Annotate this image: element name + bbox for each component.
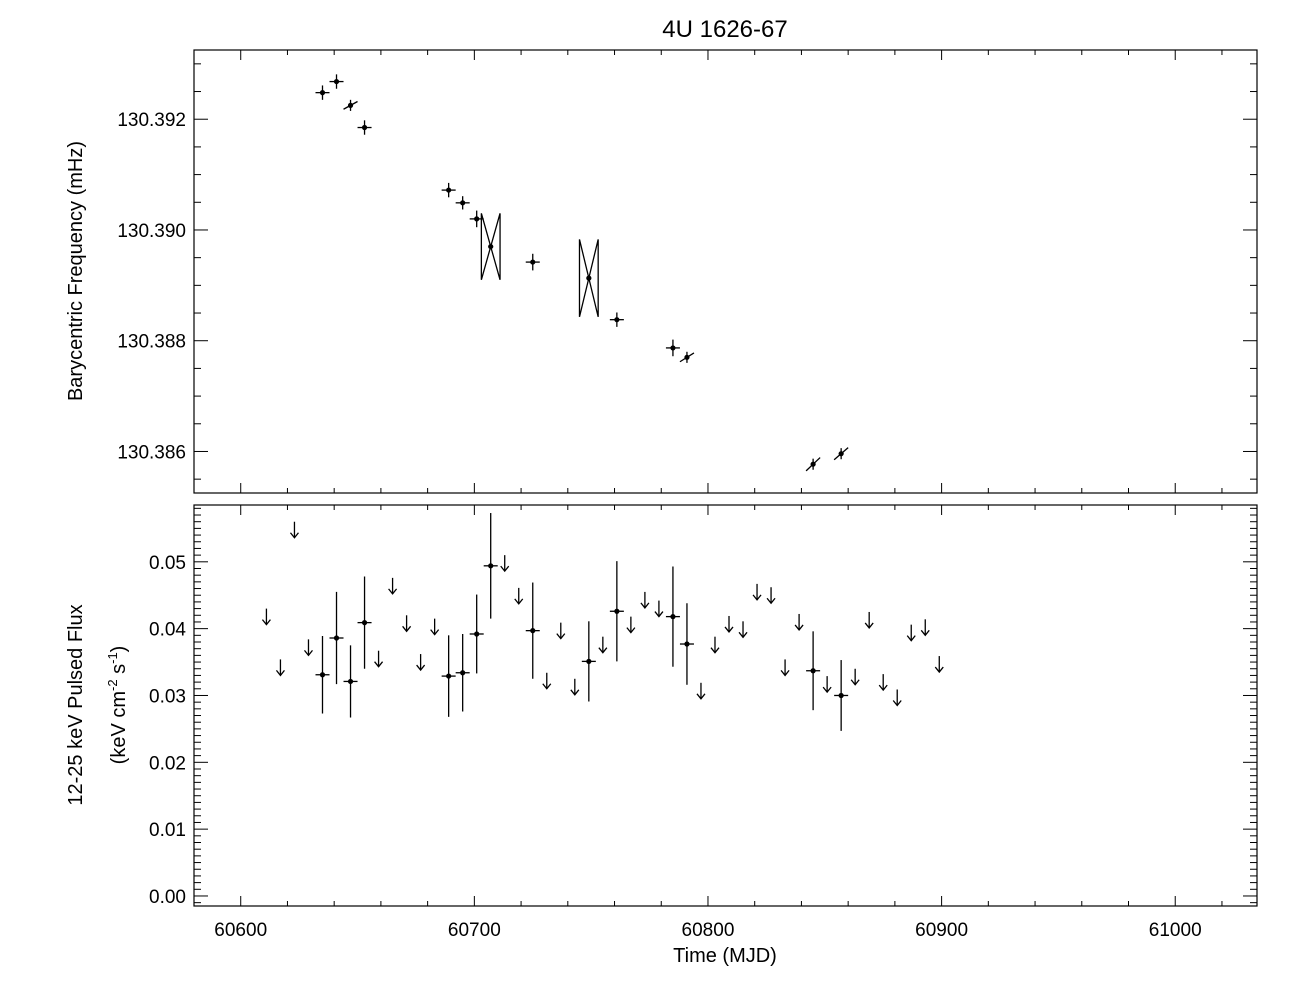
upper-limit-arrowhead	[850, 679, 860, 686]
freq-point	[361, 124, 368, 131]
bottom-panel: 60600 60700 60800 60900 61000 0.00 0.01 0.02 0.0…	[65, 504, 1258, 967]
upper-limit-arrowhead	[864, 622, 874, 629]
x-tick-label: 60800	[682, 920, 735, 941]
freq-point	[838, 451, 844, 457]
upper-limit-arrowhead	[261, 619, 271, 626]
upper-limit-arrowhead	[402, 625, 412, 633]
freq-point	[810, 461, 816, 467]
bottom-y-tick-label: 0.04	[149, 620, 186, 641]
upper-limit-arrowhead	[822, 686, 832, 694]
freq-point	[530, 259, 536, 265]
upper-limit-arrowhead	[920, 629, 930, 637]
upper-limit-arrowhead	[556, 633, 566, 640]
flux-point	[586, 658, 592, 664]
flux-point	[361, 620, 368, 626]
top-y-axis-label: Barycentric Frequency (mHz)	[65, 141, 87, 401]
freq-error-bowtie	[480, 213, 501, 280]
flux-point	[488, 563, 494, 569]
upper-limit-arrowhead	[430, 629, 440, 636]
chart-title: 4U 1626-67	[662, 16, 787, 43]
bottom-plot-frame	[193, 504, 1258, 907]
upper-limit-arrowhead	[289, 532, 299, 539]
top-y-tick-label: 130.388	[117, 332, 186, 353]
freq-point	[319, 90, 326, 96]
top-y-tick-label: 130.386	[117, 442, 186, 463]
freq-point	[670, 345, 676, 351]
bottom-y-tick-label: 0.01	[149, 820, 186, 841]
upper-limit-arrowhead	[542, 683, 552, 690]
upper-limit-arrowhead	[640, 602, 650, 609]
freq-point	[333, 78, 340, 85]
upper-limit-arrowhead	[892, 700, 902, 707]
flux-point	[614, 608, 620, 614]
freq-point	[614, 317, 620, 323]
upper-limit-arrowhead	[710, 647, 720, 654]
x-tick-label: 61000	[1149, 920, 1202, 941]
flux-point	[530, 628, 536, 634]
top-plot-frame	[193, 49, 1258, 494]
x-tick-label: 60700	[448, 920, 501, 941]
upper-limit-arrowhead	[906, 635, 916, 642]
upper-limit-arrowhead	[878, 684, 888, 692]
bottom-y-tick-label: 0.03	[149, 686, 186, 707]
upper-limit-arrowhead	[696, 693, 706, 700]
upper-limit-arrowhead	[514, 598, 524, 605]
freq-point	[446, 187, 452, 193]
freq-point	[488, 243, 494, 250]
bottom-y-axis-label-line1: 12-25 keV Pulsed Flux	[65, 604, 87, 805]
upper-limit-arrowhead	[766, 597, 776, 605]
freq-point	[474, 216, 480, 222]
bottom-y-tick-label: 0.02	[149, 753, 186, 774]
flux-point	[460, 670, 466, 676]
freq-point	[684, 354, 690, 360]
top-panel: 130.386 130.388 130.390 130.392 Barycentric…	[65, 49, 1258, 494]
upper-limit-arrowhead	[275, 669, 285, 677]
freq-point	[586, 275, 592, 281]
x-axis-label: Time (MJD)	[673, 945, 777, 967]
upper-limit-arrowhead	[570, 689, 580, 696]
bottom-y-tick-label: 0.00	[149, 887, 186, 908]
upper-limit-arrowhead	[388, 588, 398, 595]
top-y-tick-label: 130.390	[117, 221, 186, 242]
flux-point	[684, 641, 690, 647]
upper-limit-arrowhead	[598, 647, 608, 654]
bottom-y-tick-label: 0.05	[149, 553, 186, 574]
flux-point	[446, 673, 452, 679]
upper-limit-arrowhead	[416, 664, 426, 672]
upper-limit-arrowhead	[626, 627, 636, 634]
top-y-tick-label: 130.392	[117, 110, 186, 131]
top-axis-ticks: 130.386 130.388 130.390 130.392	[117, 50, 1257, 493]
upper-limit-arrowhead	[794, 624, 804, 631]
upper-limit-arrowhead	[500, 565, 510, 573]
upper-limit-arrowhead	[303, 649, 313, 657]
flux-point	[474, 631, 480, 637]
bottom-y-axis-label-line2: (keV cm-2 s-1)	[105, 646, 130, 765]
flux-point	[347, 678, 354, 685]
flux-point	[333, 635, 340, 641]
flux-point	[838, 692, 844, 699]
flux-point	[810, 668, 816, 674]
bottom-data-marks	[261, 513, 944, 731]
flux-point	[670, 614, 676, 620]
upper-limit-arrowhead	[780, 669, 790, 677]
upper-limit-arrowhead	[654, 611, 664, 618]
freq-point	[347, 102, 354, 108]
freq-point	[460, 200, 466, 206]
x-tick-label: 60600	[214, 920, 267, 941]
upper-limit-arrowhead	[934, 666, 944, 674]
upper-limit-arrowhead	[738, 631, 748, 639]
x-tick-label: 60900	[915, 920, 968, 941]
upper-limit-arrowhead	[752, 594, 762, 601]
flux-point	[319, 672, 326, 678]
top-data-marks	[315, 74, 849, 472]
freq-error-bowtie	[578, 239, 599, 318]
upper-limit-arrowhead	[724, 626, 734, 634]
bottom-axis-ticks: 60600 60700 60800 60900 61000 0.00 0.01 0.02 0.0…	[149, 505, 1257, 941]
upper-limit-arrowhead	[374, 661, 384, 668]
